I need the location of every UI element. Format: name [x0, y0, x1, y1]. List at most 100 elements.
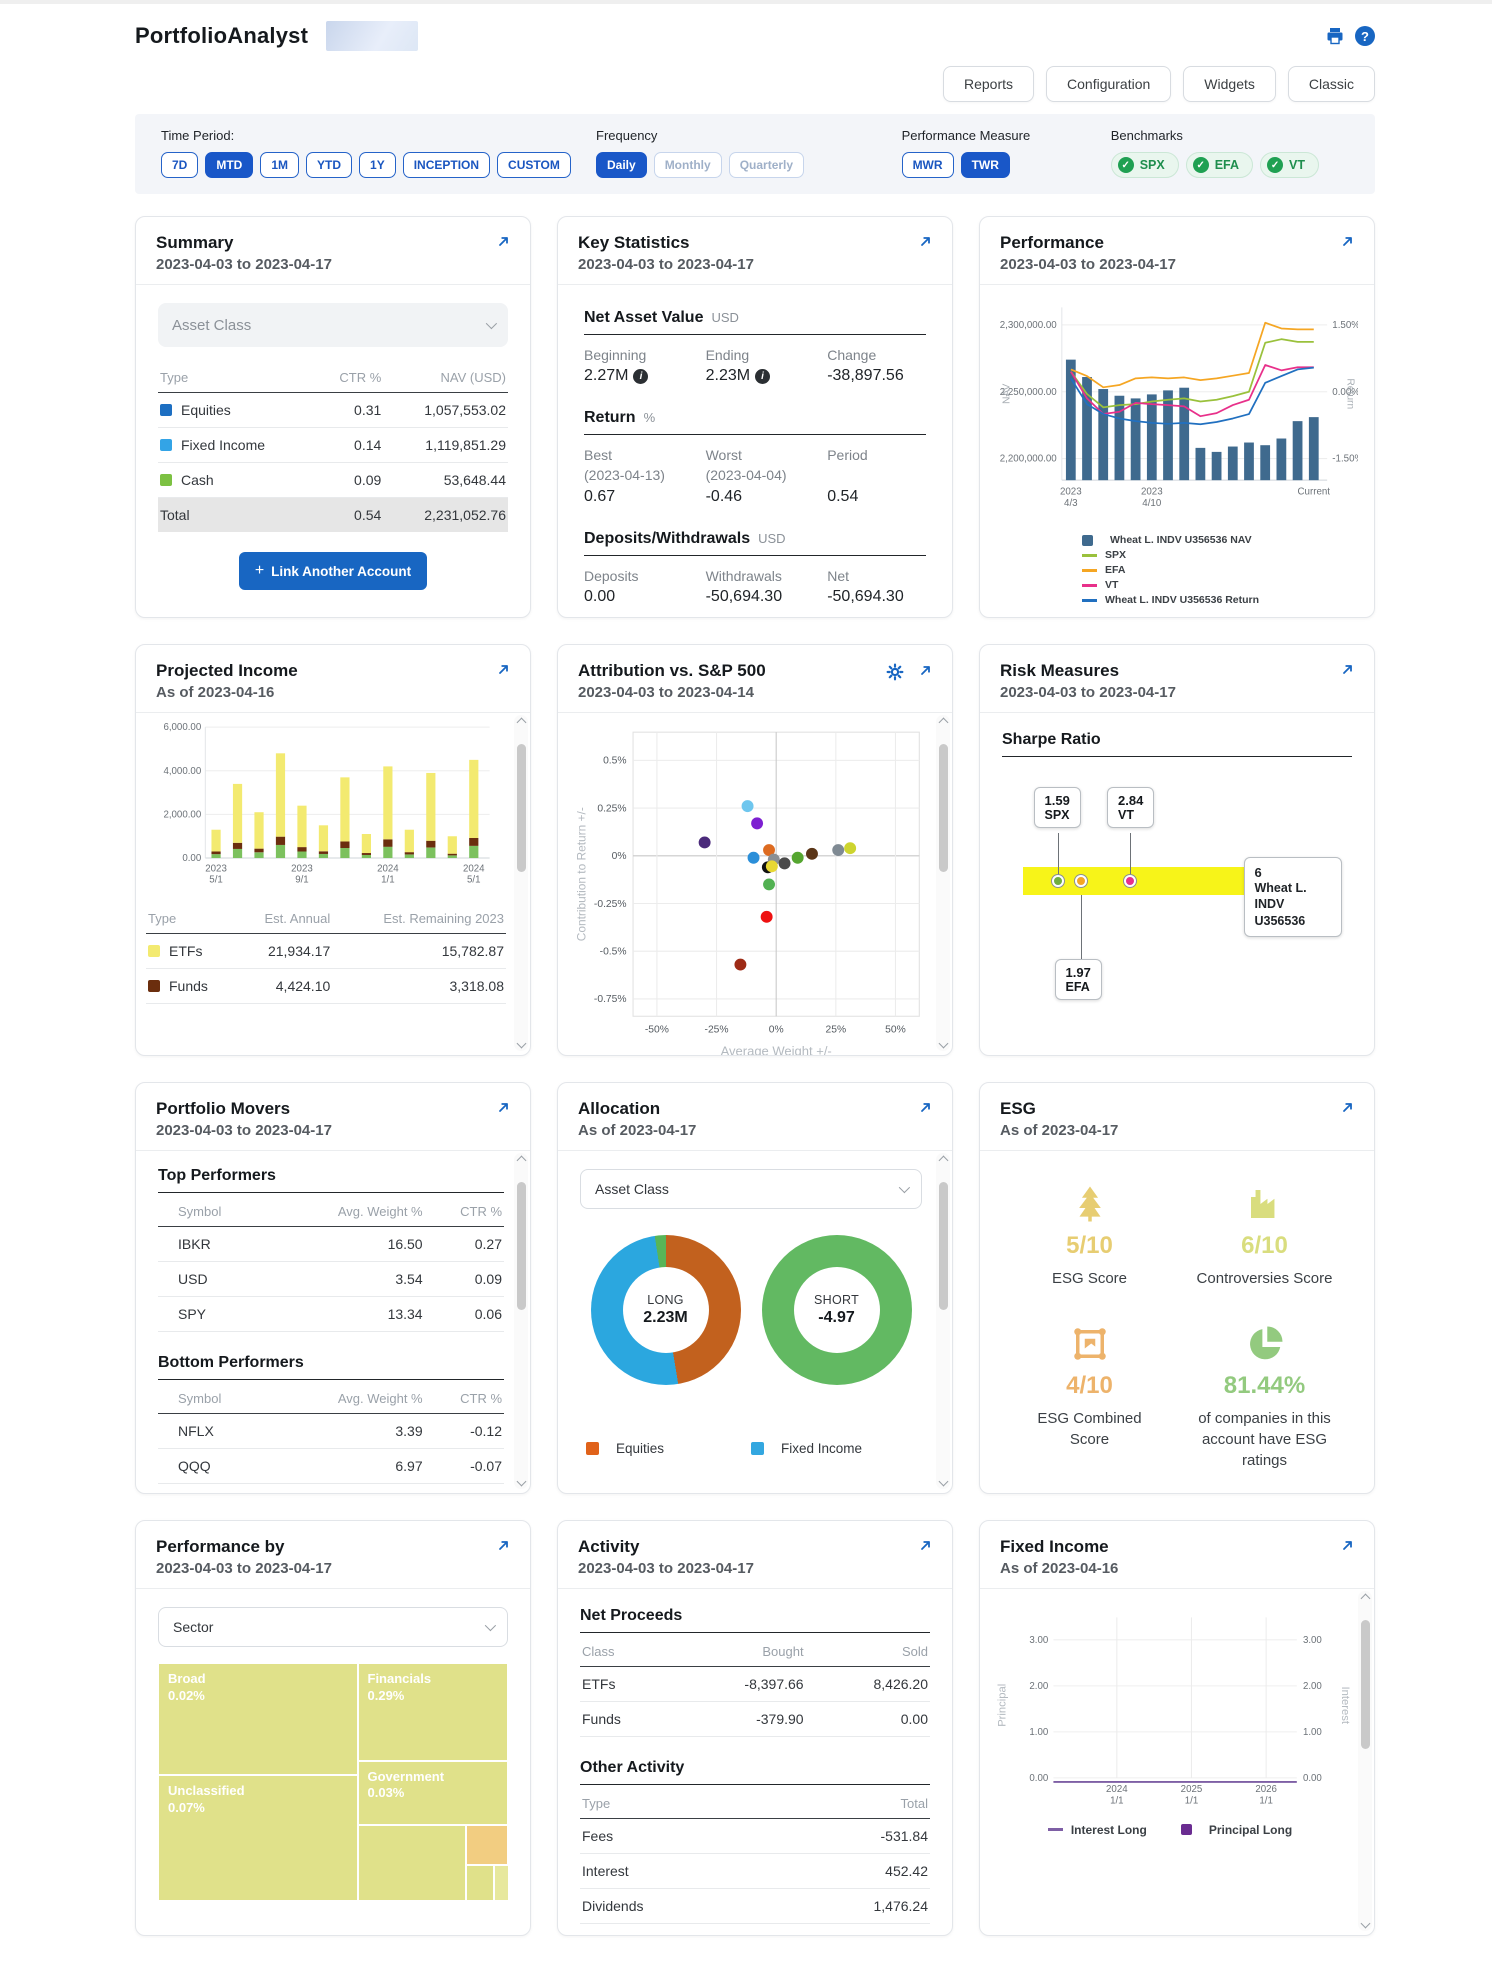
scrollbar-thumb[interactable]	[938, 744, 948, 872]
link-another-account-button[interactable]: + Link Another Account	[238, 552, 428, 590]
legend-swatch	[1082, 534, 1093, 546]
svg-text:1/1: 1/1	[1110, 1795, 1124, 1806]
time-period-7d[interactable]: 7D	[161, 152, 199, 178]
time-period-1m[interactable]: 1M	[260, 152, 300, 178]
projected-income-table: Type Est. Annual Est. Remaining 2023 ETF…	[146, 903, 506, 1004]
expand-icon[interactable]	[1338, 1101, 1354, 1117]
asset-class-select[interactable]: Asset Class	[158, 303, 508, 347]
sharpe-callout-spx: 1.59 SPX	[1033, 787, 1081, 828]
allocation-short-donut: SHORT -4.97	[761, 1235, 912, 1385]
benchmark-efa[interactable]: ✓ EFA	[1185, 152, 1254, 178]
table-row: USD 3.54 0.09	[158, 1261, 504, 1297]
series-color-swatch	[160, 474, 172, 486]
legend-item: Wheat L. INDV U356536 Return	[1082, 594, 1358, 606]
frequency-label: Frequency	[596, 128, 658, 143]
expand-icon[interactable]	[1338, 235, 1354, 251]
benchmark-vt[interactable]: ✓ VT	[1260, 152, 1319, 178]
expand-icon[interactable]	[494, 1539, 510, 1555]
filter-bar: Time Period: 7D MTD 1M YTD 1Y INCEPTION CUSTOM…	[135, 114, 1375, 194]
svg-text:-0.75%: -0.75%	[594, 994, 627, 1005]
expand-icon[interactable]	[1338, 663, 1354, 679]
widget-dates: As of 2023-04-17	[578, 1122, 697, 1139]
sharpe-callout-efa: 1.97 EFA	[1054, 959, 1102, 1000]
check-icon: ✓	[1117, 157, 1134, 173]
widget-dates: 2023-04-03 to 2023-04-17	[156, 256, 332, 273]
sharpe-marker-spx	[1051, 875, 1064, 887]
time-period-custom[interactable]: CUSTOM	[497, 152, 571, 178]
scroll-down-icon[interactable]	[940, 1478, 947, 1485]
scrollbar-thumb[interactable]	[516, 744, 526, 872]
scroll-up-icon[interactable]	[1362, 1595, 1369, 1602]
svg-text:1.00: 1.00	[1029, 1727, 1048, 1738]
scrollbar[interactable]	[514, 1153, 528, 1489]
time-period-pills: 7D MTD 1M YTD 1Y INCEPTION CUSTOM	[161, 152, 571, 178]
top-bar: PortfolioAnalyst ?	[135, 14, 1375, 58]
performance-measure-twr[interactable]: TWR	[960, 152, 1010, 178]
expand-icon[interactable]	[916, 1101, 932, 1117]
svg-text:0.00: 0.00	[1303, 1773, 1322, 1784]
scroll-up-icon[interactable]	[518, 1157, 525, 1164]
expand-icon[interactable]	[1338, 1539, 1354, 1555]
info-icon[interactable]: i	[755, 368, 771, 384]
expand-icon[interactable]	[494, 1101, 510, 1117]
frequency-daily[interactable]: Daily	[596, 152, 647, 178]
sharpe-ratio-chart: 1.59 SPX 2.84 VT 1.97 EFA 6 Wheat L. INDV U3…	[1002, 771, 1352, 1033]
nav-button-reports[interactable]: Reports	[942, 66, 1035, 102]
frequency-monthly[interactable]: Monthly	[653, 152, 722, 178]
time-period-mtd[interactable]: MTD	[205, 152, 254, 178]
time-period-1y[interactable]: 1Y	[359, 152, 396, 178]
info-icon[interactable]: i	[633, 368, 649, 384]
svg-text:2023: 2023	[1141, 487, 1163, 498]
expand-icon[interactable]	[494, 663, 510, 679]
svg-text:0.5%: 0.5%	[603, 756, 626, 767]
scroll-up-icon[interactable]	[940, 719, 947, 726]
table-row: SPY 13.34 0.06	[158, 1296, 504, 1332]
svg-text:2.00: 2.00	[1303, 1681, 1322, 1692]
table-row: Dividends 1,476.24	[580, 1888, 930, 1924]
scroll-up-icon[interactable]	[518, 719, 525, 726]
expand-icon[interactable]	[916, 1539, 932, 1555]
table-row: ETFs 21,934.17 15,782.87	[146, 933, 506, 969]
scrollbar-thumb[interactable]	[938, 1182, 948, 1310]
scrollbar-thumb[interactable]	[1360, 1620, 1370, 1750]
help-icon[interactable]: ?	[1355, 26, 1375, 46]
table-row: Fees -531.84	[580, 1818, 930, 1854]
scrollbar[interactable]	[936, 1153, 950, 1489]
legend-swatch	[586, 1442, 599, 1455]
sector-select[interactable]: Sector	[158, 1607, 508, 1647]
frequency-quarterly[interactable]: Quarterly	[728, 152, 805, 178]
time-period-inception[interactable]: INCEPTION	[402, 152, 491, 178]
plus-icon: +	[254, 562, 265, 579]
performance-measure-mwr[interactable]: MWR	[901, 152, 954, 178]
widget-dates: As of 2023-04-17	[1000, 1122, 1119, 1139]
gear-icon[interactable]	[886, 663, 904, 681]
legend-label: Fixed Income	[781, 1441, 863, 1456]
expand-icon[interactable]	[916, 664, 932, 680]
svg-text:2,000.00: 2,000.00	[163, 809, 201, 820]
nav-button-classic[interactable]: Classic	[1287, 66, 1375, 102]
legend-label: EFA	[1105, 564, 1126, 577]
svg-text:1/1: 1/1	[1259, 1795, 1273, 1806]
scroll-up-icon[interactable]	[940, 1157, 947, 1164]
scrollbar[interactable]	[1358, 1591, 1372, 1931]
table-row: NFLX 3.39 -0.12	[158, 1413, 504, 1449]
scrollbar-thumb[interactable]	[516, 1182, 526, 1310]
treemap-block	[357, 1824, 466, 1901]
svg-text:4/10: 4/10	[1142, 498, 1162, 509]
scroll-down-icon[interactable]	[518, 1478, 525, 1485]
scroll-down-icon[interactable]	[1362, 1920, 1369, 1927]
callout-connector	[1057, 833, 1060, 877]
print-icon[interactable]	[1325, 26, 1345, 46]
allocation-asset-class-select[interactable]: Asset Class	[580, 1169, 922, 1209]
scroll-down-icon[interactable]	[940, 1040, 947, 1047]
time-period-ytd[interactable]: YTD	[306, 152, 353, 178]
nav-button-widgets[interactable]: Widgets	[1183, 66, 1276, 102]
scrollbar[interactable]	[514, 715, 528, 1051]
benchmark-spx[interactable]: ✓ SPX	[1110, 152, 1179, 178]
nav-button-configuration[interactable]: Configuration	[1046, 66, 1172, 102]
tree-icon	[1002, 1183, 1177, 1230]
scrollbar[interactable]	[936, 715, 950, 1051]
scroll-down-icon[interactable]	[518, 1040, 525, 1047]
expand-icon[interactable]	[494, 235, 510, 251]
expand-icon[interactable]	[916, 235, 932, 251]
